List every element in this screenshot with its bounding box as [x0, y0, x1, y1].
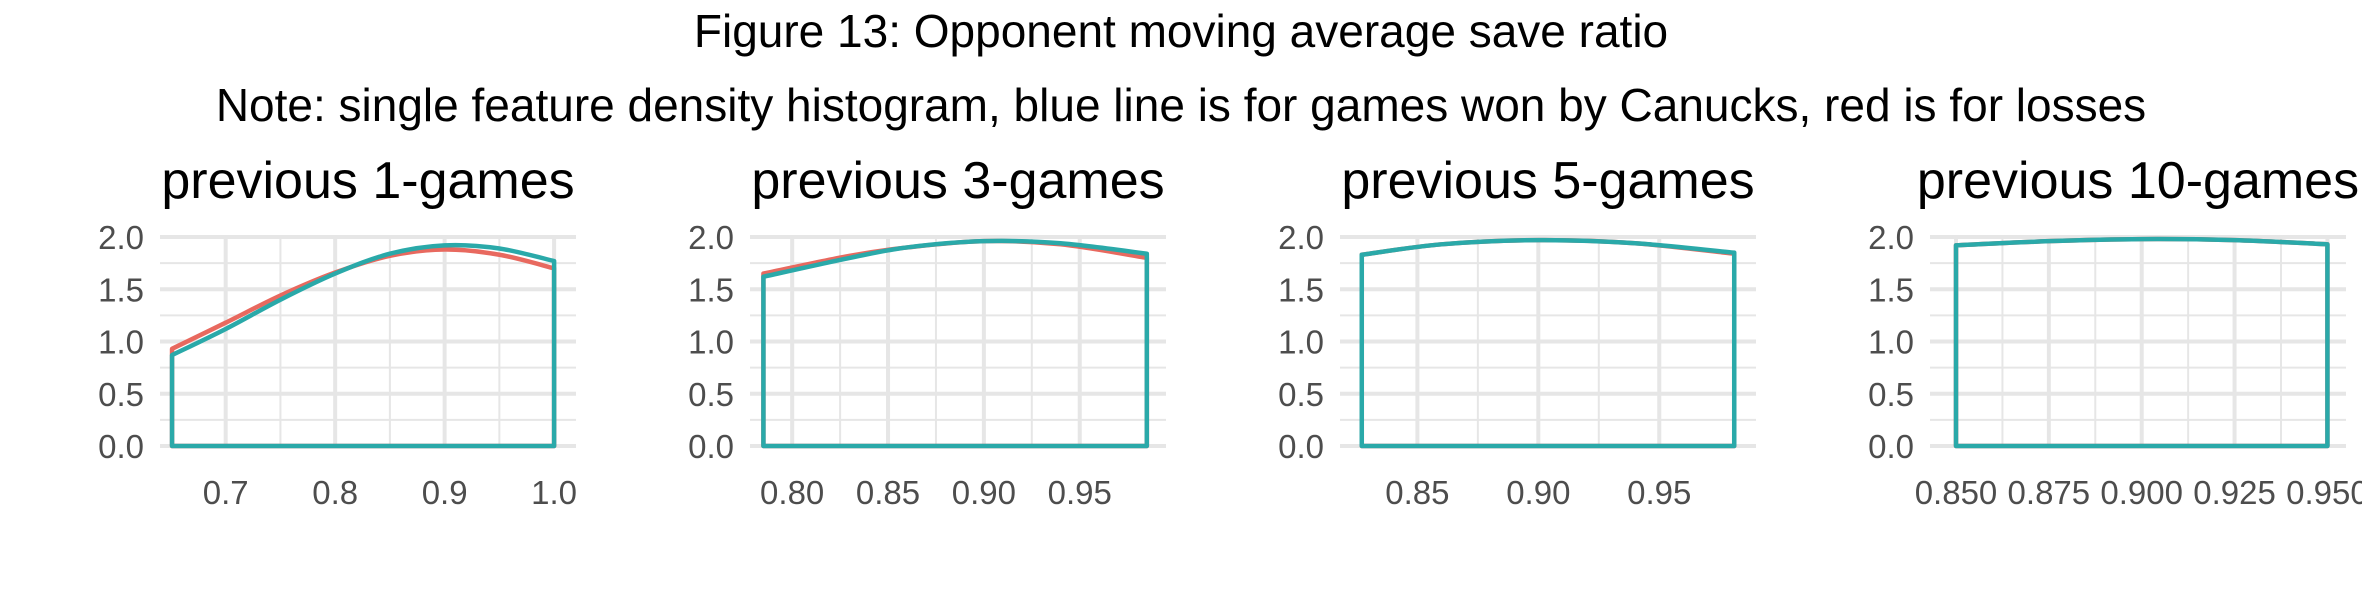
x-tick-label: 0.85	[856, 474, 920, 511]
y-tick-label: 0.0	[1868, 428, 1914, 465]
y-tick-label: 1.5	[688, 271, 734, 308]
y-tick-label: 0.5	[1868, 376, 1914, 413]
x-tick-label: 0.7	[203, 474, 249, 511]
density-line-win	[761, 238, 1150, 449]
y-tick-label: 0.0	[98, 428, 144, 465]
figure-subtitle: Note: single feature density histogram, …	[215, 79, 2147, 131]
y-tick-label: 1.0	[98, 324, 144, 361]
panel-title: previous 5-games	[1341, 152, 1754, 210]
y-tick-label: 1.5	[98, 271, 144, 308]
x-tick-label: 0.8	[312, 474, 358, 511]
y-tick-label: 0.0	[1278, 428, 1324, 465]
panel-title: previous 10-games	[1917, 152, 2359, 210]
density-line-loss	[761, 238, 1150, 449]
y-tick-label: 1.5	[1868, 271, 1914, 308]
y-tick-label: 0.5	[98, 376, 144, 413]
y-tick-label: 0.5	[688, 376, 734, 413]
y-tick-label: 1.5	[1278, 271, 1324, 308]
x-tick-label: 0.95	[1627, 474, 1691, 511]
x-tick-label: 0.850	[1915, 474, 1998, 511]
x-tick-label: 0.90	[1506, 474, 1570, 511]
y-tick-label: 2.0	[688, 219, 734, 256]
x-tick-label: 0.85	[1385, 474, 1449, 511]
y-tick-label: 1.0	[688, 324, 734, 361]
density-line-win	[1953, 236, 2330, 449]
y-tick-label: 2.0	[98, 219, 144, 256]
y-tick-label: 1.0	[1278, 324, 1324, 361]
chart-panel-2: previous 3-games 0.0 0.5 1.0 1.5 2.0 0.80 0.85 0…	[688, 152, 1166, 511]
panel-title: previous 3-games	[751, 152, 1164, 210]
y-tick-label: 0.0	[688, 428, 734, 465]
y-tick-label: 2.0	[1278, 219, 1324, 256]
chart-panel-1: previous 1-games 0.0 0.5 1.0 1.5 2.0 0.7 0.8 0.9…	[98, 152, 577, 511]
x-tick-label: 0.90	[952, 474, 1016, 511]
x-tick-label: 0.80	[760, 474, 824, 511]
y-tick-label: 0.5	[1278, 376, 1324, 413]
density-line-win	[1359, 237, 1737, 449]
x-tick-label: 0.900	[2100, 474, 2183, 511]
x-tick-label: 0.95	[1048, 474, 1112, 511]
density-line-win	[169, 242, 557, 449]
x-tick-label: 0.875	[2008, 474, 2091, 511]
x-tick-label: 1.0	[531, 474, 577, 511]
y-tick-label: 1.0	[1868, 324, 1914, 361]
density-line-loss	[169, 247, 557, 449]
x-tick-label: 0.9	[422, 474, 468, 511]
x-tick-label: 0.950	[2286, 474, 2362, 511]
chart-panel-4: previous 10-games 0.0 0.5 1.0 1.5 2.0 0.850 0.8…	[1868, 152, 2362, 511]
x-tick-label: 0.925	[2193, 474, 2276, 511]
chart-panel-3: previous 5-games 0.0 0.5 1.0 1.5 2.0 0.85 0.90 0…	[1278, 152, 1756, 511]
figure-title: Figure 13: Opponent moving average save …	[693, 5, 1669, 57]
y-tick-label: 2.0	[1868, 219, 1914, 256]
panel-title: previous 1-games	[161, 152, 574, 210]
